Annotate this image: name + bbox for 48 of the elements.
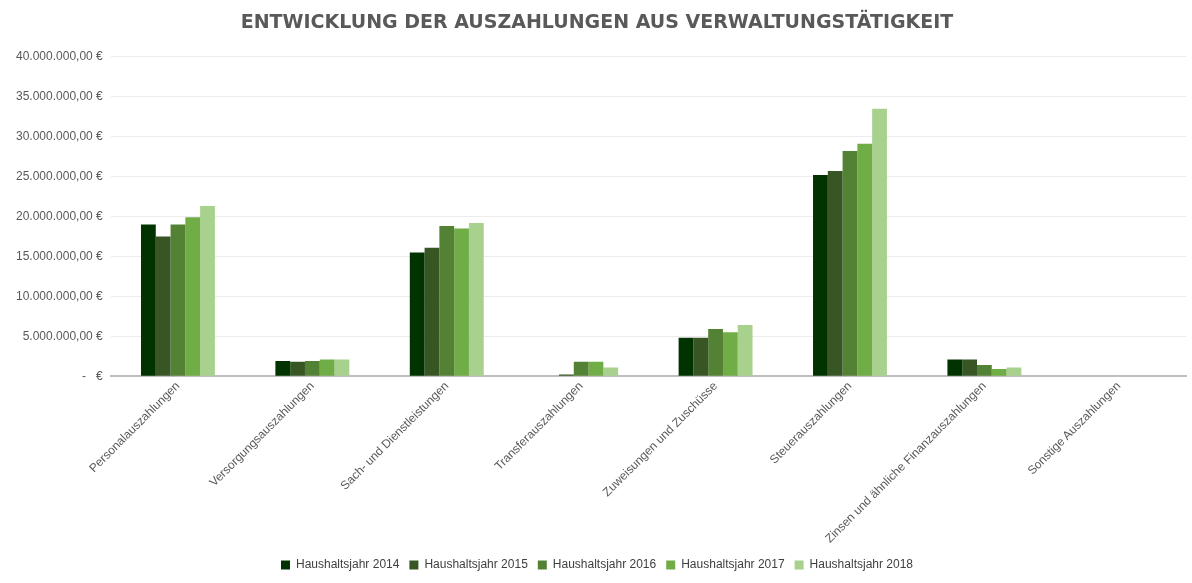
y-tick-label: 20.000.000,00 €	[16, 208, 104, 223]
bar	[468, 222, 484, 376]
bar	[842, 151, 858, 376]
bar	[603, 367, 619, 376]
bar	[813, 174, 828, 376]
bar	[185, 217, 201, 376]
bar	[424, 247, 440, 376]
bar	[409, 252, 425, 376]
y-tick-label: 40.000.000,00 €	[16, 49, 104, 64]
bar	[275, 361, 291, 376]
bar	[200, 206, 215, 376]
bar	[290, 361, 305, 376]
bar	[140, 224, 156, 376]
bar	[722, 332, 738, 376]
bar	[170, 224, 186, 376]
legend-label: Haushaltsjahr 2018	[809, 557, 914, 572]
bar	[947, 359, 963, 376]
bar	[977, 365, 992, 376]
bar	[962, 359, 977, 376]
legend-label: Haushaltsjahr 2016	[552, 557, 657, 572]
bar	[454, 228, 469, 376]
bar	[827, 170, 843, 376]
y-tick-label: 15.000.000,00 €	[16, 248, 104, 263]
bar	[588, 361, 604, 376]
y-tick-label: 10.000.000,00 €	[16, 288, 104, 303]
bar	[678, 337, 694, 376]
bar	[304, 361, 320, 376]
bar	[319, 359, 335, 376]
bar	[693, 337, 709, 376]
bar	[708, 329, 723, 376]
bar	[155, 236, 171, 376]
bar	[573, 361, 589, 376]
bar	[1006, 367, 1022, 376]
bar	[991, 369, 1007, 376]
legend-label: Haushaltsjahr 2014	[296, 557, 400, 572]
y-tick-label: 5.000.000,00 €	[22, 328, 104, 343]
bar	[872, 108, 887, 376]
chart-title: ENTWICKLUNG DER AUSZAHLUNGEN AUS VERWALTUNGSTÄTIGKEIT	[240, 9, 954, 33]
bar	[737, 325, 753, 376]
bar	[439, 226, 455, 376]
y-tick-label: 35.000.000,00 €	[16, 89, 104, 104]
legend-label: Haushaltsjahr 2015	[424, 557, 529, 572]
y-tick-label: 30.000.000,00 €	[16, 128, 104, 143]
bar	[857, 143, 873, 376]
legend-label: Haushaltsjahr 2017	[681, 557, 785, 572]
y-tick-label: - €	[82, 368, 104, 383]
bar	[334, 359, 350, 376]
y-tick-label: 25.000.000,00 €	[16, 168, 104, 183]
